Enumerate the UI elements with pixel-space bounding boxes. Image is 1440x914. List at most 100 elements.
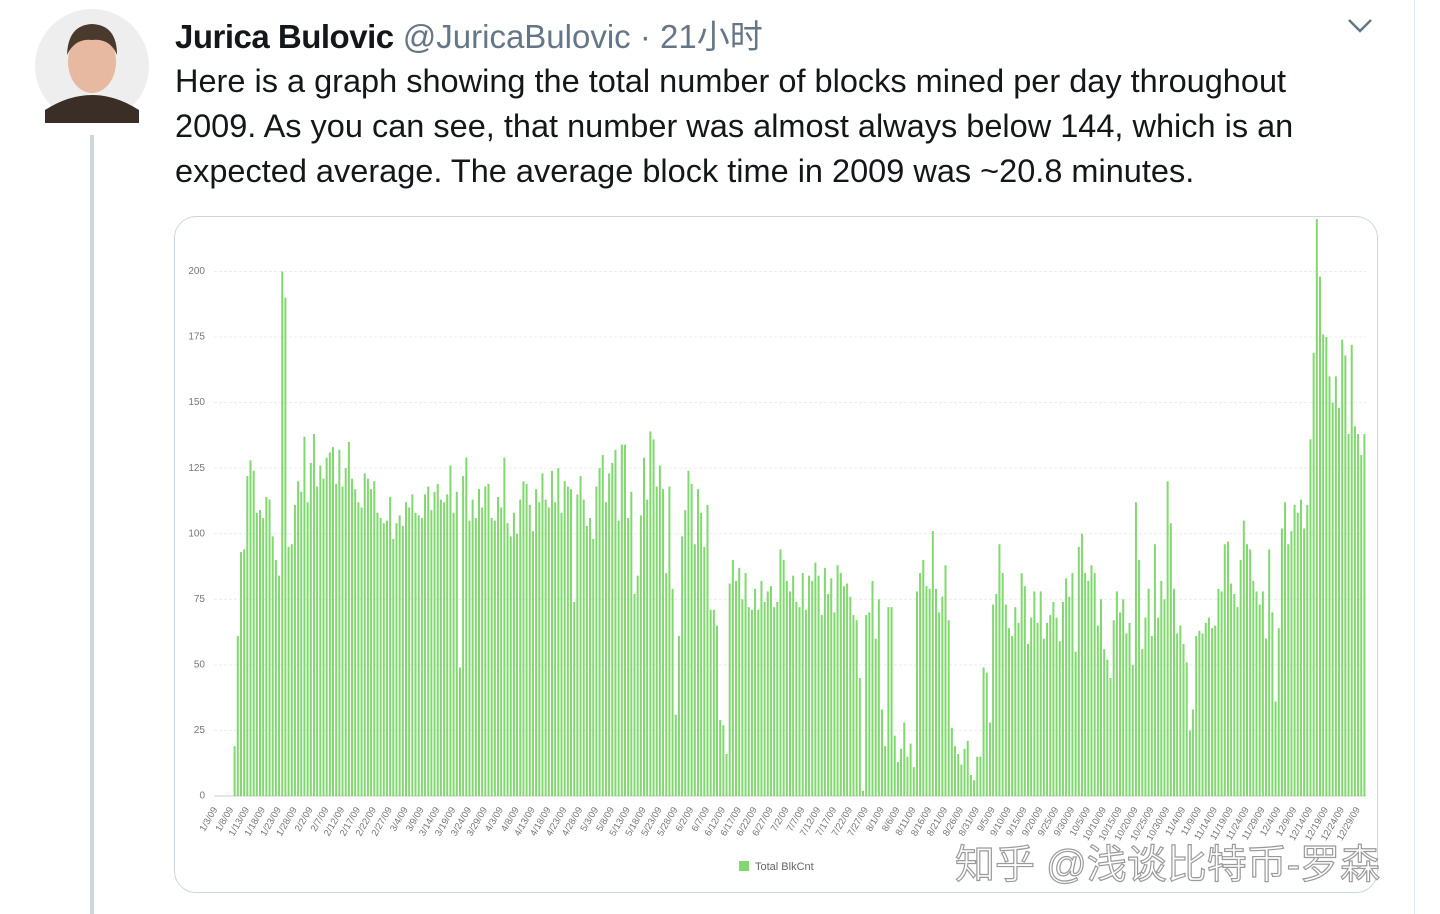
bar bbox=[516, 533, 519, 796]
bar bbox=[1258, 604, 1261, 796]
bar bbox=[1220, 591, 1223, 796]
author-name[interactable]: Jurica Bulovic bbox=[175, 18, 394, 55]
bar bbox=[1049, 615, 1052, 796]
legend-label: Total BlkCnt bbox=[755, 861, 814, 873]
bar bbox=[1226, 541, 1229, 796]
bar bbox=[354, 489, 357, 796]
bar bbox=[922, 559, 925, 796]
bar bbox=[858, 677, 861, 796]
bar bbox=[950, 727, 953, 796]
bar bbox=[1265, 638, 1268, 796]
bar bbox=[436, 483, 439, 796]
bar bbox=[1214, 625, 1217, 796]
bar bbox=[830, 578, 833, 796]
bar bbox=[1074, 651, 1077, 796]
y-tick-label: 200 bbox=[188, 266, 205, 277]
bar bbox=[1090, 565, 1093, 796]
bar bbox=[741, 599, 744, 796]
bar bbox=[1058, 641, 1061, 796]
bar bbox=[531, 531, 534, 796]
more-menu[interactable] bbox=[1345, 14, 1375, 36]
bar bbox=[1284, 502, 1287, 796]
bar bbox=[1211, 628, 1214, 796]
bar bbox=[668, 486, 671, 796]
bar bbox=[947, 620, 950, 796]
bar bbox=[1027, 643, 1030, 796]
bar bbox=[884, 746, 887, 796]
bar bbox=[1071, 573, 1074, 796]
bar bbox=[700, 512, 703, 796]
bar bbox=[357, 502, 360, 796]
bar bbox=[1255, 591, 1258, 796]
bar bbox=[566, 486, 569, 796]
bar bbox=[1001, 573, 1004, 796]
bar bbox=[1182, 643, 1185, 796]
bar bbox=[392, 538, 395, 796]
bar bbox=[382, 523, 385, 796]
bar bbox=[573, 601, 576, 796]
bar bbox=[411, 494, 414, 796]
bar bbox=[576, 494, 579, 796]
bar bbox=[522, 481, 525, 796]
bar bbox=[1169, 523, 1172, 796]
bar bbox=[712, 609, 715, 796]
bar bbox=[1192, 709, 1195, 796]
bar bbox=[785, 580, 788, 796]
bar bbox=[249, 460, 252, 796]
bar bbox=[509, 536, 512, 796]
bar bbox=[1036, 622, 1039, 796]
bar bbox=[690, 483, 693, 796]
timestamp[interactable]: 21小时 bbox=[660, 18, 763, 55]
bar bbox=[589, 517, 592, 796]
bar bbox=[769, 586, 772, 796]
bar bbox=[652, 439, 655, 796]
bar bbox=[557, 468, 560, 796]
bar bbox=[287, 546, 290, 796]
bar bbox=[271, 536, 274, 796]
bar bbox=[1068, 596, 1071, 796]
bar bbox=[1245, 544, 1248, 796]
bar bbox=[1344, 355, 1347, 796]
bar bbox=[481, 507, 484, 796]
bar bbox=[309, 462, 312, 796]
bar bbox=[976, 756, 979, 796]
bar bbox=[360, 507, 363, 796]
bar bbox=[1176, 633, 1179, 796]
bar bbox=[1268, 549, 1271, 796]
handle[interactable]: @JuricaBulovic bbox=[402, 18, 631, 55]
bar bbox=[1004, 604, 1007, 796]
bar bbox=[1109, 677, 1112, 796]
bar bbox=[725, 754, 728, 796]
bar bbox=[1239, 559, 1242, 796]
bar bbox=[681, 536, 684, 796]
bar bbox=[414, 512, 417, 796]
bar bbox=[614, 449, 617, 796]
bar bbox=[849, 596, 852, 796]
bar bbox=[1277, 628, 1280, 796]
bar bbox=[928, 588, 931, 796]
avatar-face bbox=[68, 31, 116, 93]
avatar-column bbox=[35, 9, 149, 914]
bar bbox=[554, 502, 557, 796]
chart-card[interactable]: 0 25 50 75 100 125 150 175 200 1/3/09 1/8/09 1/13/0… bbox=[174, 216, 1378, 893]
bar bbox=[779, 549, 782, 796]
bar bbox=[1119, 612, 1122, 796]
bar bbox=[1252, 580, 1255, 796]
bar bbox=[792, 575, 795, 796]
bar bbox=[874, 638, 877, 796]
bar bbox=[446, 494, 449, 796]
bar bbox=[592, 538, 595, 796]
bar bbox=[1363, 434, 1366, 796]
bar bbox=[722, 725, 725, 796]
bar bbox=[649, 431, 652, 796]
bar bbox=[303, 436, 306, 796]
bar bbox=[827, 594, 830, 796]
watermark: 知乎 @浅谈比特币-罗森 bbox=[954, 842, 1381, 887]
bar bbox=[1033, 591, 1036, 796]
bar bbox=[1061, 601, 1064, 796]
chevron bbox=[1348, 19, 1372, 33]
bar bbox=[582, 499, 585, 796]
bar bbox=[408, 507, 411, 796]
bar bbox=[389, 497, 392, 796]
bar bbox=[1020, 573, 1023, 796]
